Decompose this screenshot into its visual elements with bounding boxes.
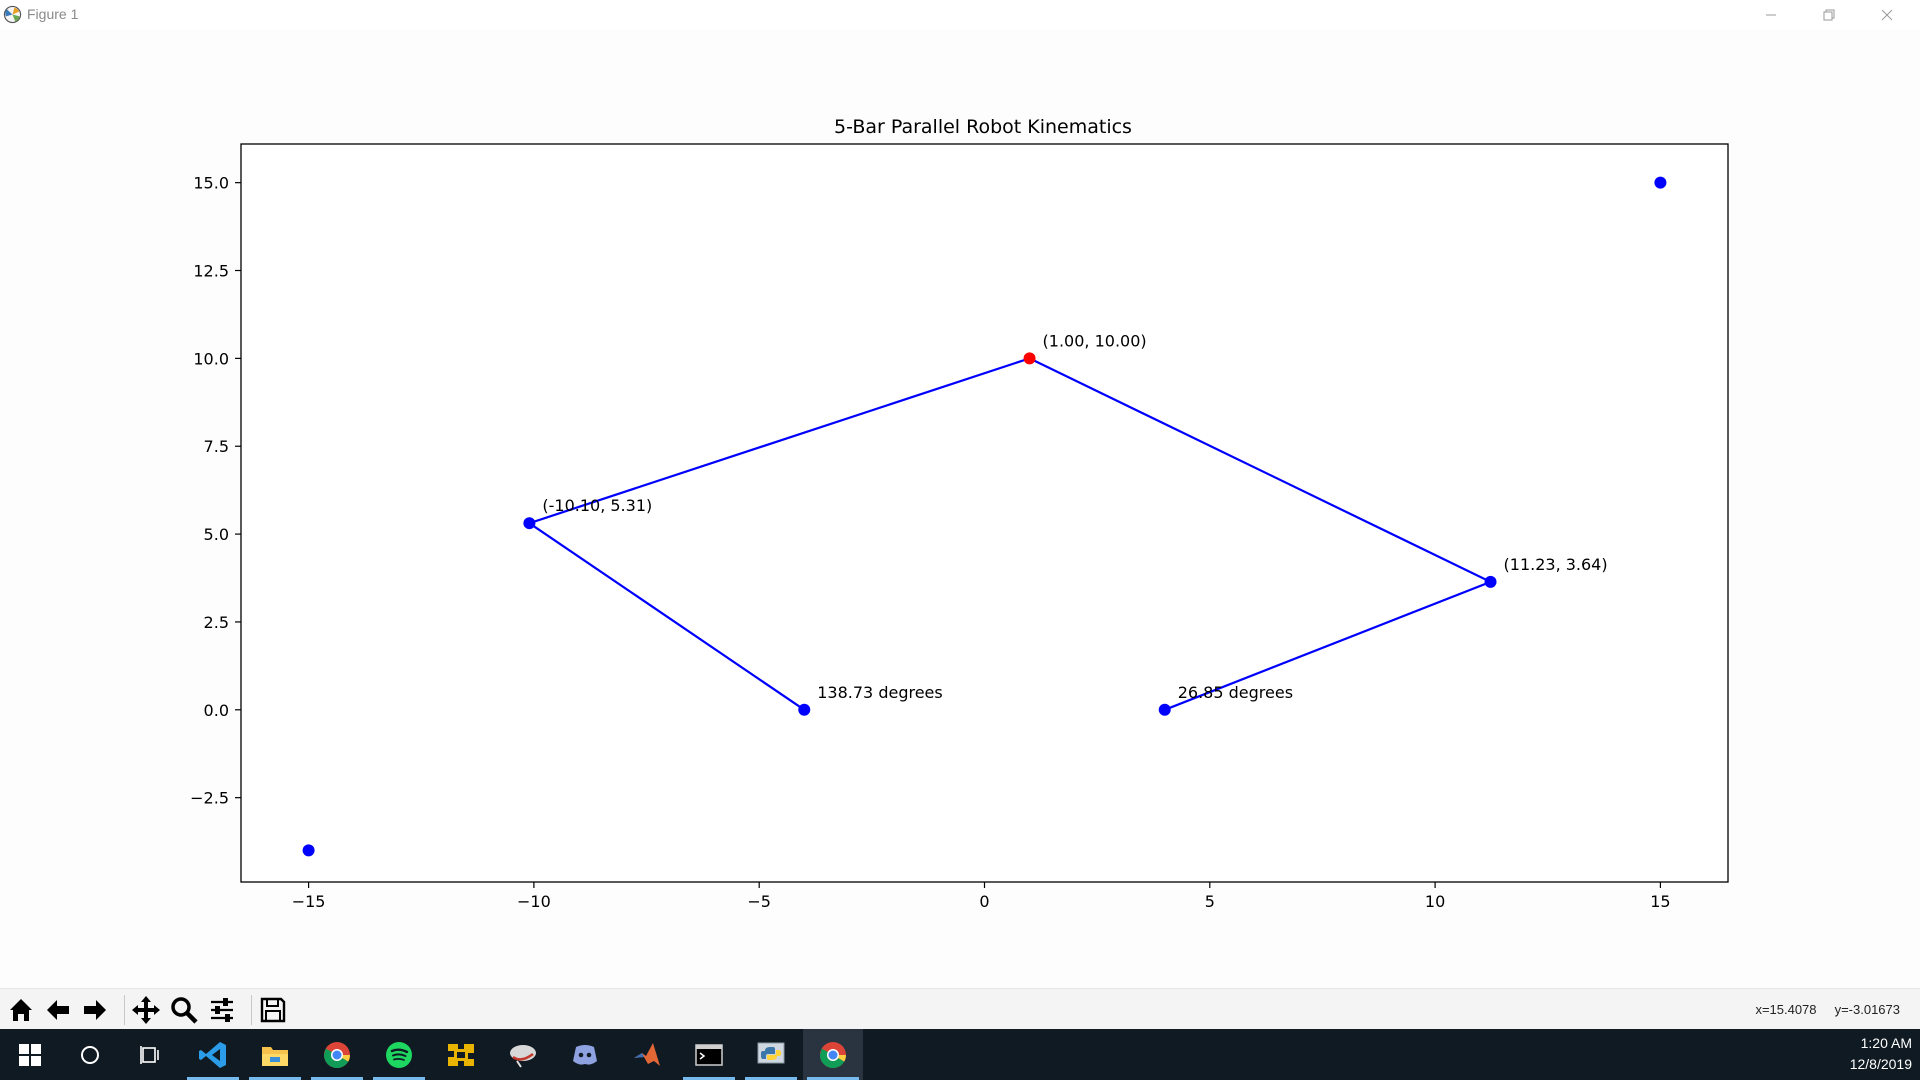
toolbar-separator (124, 995, 125, 1025)
app-taskbar-button[interactable] (431, 1029, 491, 1080)
y-tick-label: 12.5 (193, 262, 229, 281)
y-tick-label: −2.5 (190, 789, 229, 808)
cortana-search-icon (81, 1045, 99, 1064)
joint-point (1158, 703, 1171, 716)
vscode-icon (199, 1041, 226, 1068)
joint-point (302, 844, 315, 857)
navigation-toolbar: x=15.4078 y=-3.01673 (0, 988, 1920, 1030)
point-annotation: 26.85 degrees (1178, 683, 1293, 702)
matplotlib-logo-icon (3, 5, 22, 24)
chrome-taskbar-button-active[interactable] (803, 1029, 863, 1080)
x-tick-label: 0 (979, 892, 989, 911)
discord-taskbar-button[interactable] (555, 1029, 615, 1080)
x-tick-label: 5 (1205, 892, 1215, 911)
figure-canvas[interactable]: 5-Bar Parallel Robot Kinematics −15 −10 −5… (0, 29, 1920, 988)
vscode-taskbar-button[interactable] (183, 1029, 243, 1080)
zoom-icon (171, 997, 198, 1024)
y-tick-label: 5.0 (204, 525, 229, 544)
clock-date: 12/8/2019 (1849, 1056, 1912, 1072)
save-button[interactable] (256, 993, 290, 1027)
y-tick-label: 2.5 (204, 613, 229, 632)
joint-point (1654, 176, 1667, 189)
y-tick-label: 15.0 (193, 174, 229, 193)
point-annotation: (-10.10, 5.31) (542, 496, 652, 515)
search-button[interactable] (60, 1029, 120, 1080)
back-button[interactable] (41, 993, 75, 1027)
home-button[interactable] (4, 993, 38, 1027)
running-indicator (249, 1077, 301, 1080)
joint-point (1023, 352, 1036, 365)
spotify-taskbar-button[interactable] (369, 1029, 429, 1080)
running-indicator (373, 1077, 425, 1080)
matlab-taskbar-button[interactable] (617, 1029, 677, 1080)
taskbar: 1:20 AM 12/8/2019 (0, 1029, 1920, 1080)
window-title-bar: Figure 1 (0, 0, 1920, 30)
chrome-icon (323, 1041, 351, 1068)
joint-point (523, 517, 536, 530)
configure-subplots-icon (211, 998, 233, 1022)
file-explorer-icon (262, 1046, 288, 1066)
back-arrow-icon (47, 1000, 69, 1020)
matlab-icon (634, 1042, 660, 1066)
clock-time: 1:20 AM (1860, 1035, 1912, 1051)
task-view-icon (140, 1045, 159, 1064)
running-indicator (745, 1077, 797, 1080)
pan-icon (132, 996, 160, 1024)
close-icon (1881, 9, 1893, 20)
start-button[interactable] (0, 1029, 60, 1080)
forward-arrow-icon (84, 1000, 106, 1020)
x-tick-label: 15 (1650, 892, 1670, 911)
running-indicator (683, 1077, 735, 1080)
point-annotation: (11.23, 3.64) (1504, 555, 1608, 574)
axes-frame (240, 143, 1729, 883)
zoom-button[interactable] (167, 993, 201, 1027)
python-taskbar-button[interactable] (741, 1029, 801, 1080)
running-indicator (807, 1077, 859, 1080)
minimize-icon (1766, 14, 1776, 15)
forward-button[interactable] (78, 993, 112, 1027)
spotify-icon (386, 1041, 412, 1068)
plot[interactable]: 5-Bar Parallel Robot Kinematics −15 −10 −5… (0, 29, 1920, 988)
joint-point (1484, 575, 1497, 588)
running-indicator (187, 1077, 239, 1080)
close-button[interactable] (1858, 0, 1916, 29)
chrome-icon (819, 1041, 847, 1068)
configure-subplots-button[interactable] (205, 993, 239, 1027)
point-annotation: 138.73 degrees (817, 683, 942, 702)
y-tick-label: 10.0 (193, 349, 229, 368)
y-tick-label: 7.5 (204, 437, 229, 456)
file-explorer-taskbar-button[interactable] (245, 1029, 305, 1080)
x-tick-label: 10 (1425, 892, 1445, 911)
home-icon (10, 999, 32, 1021)
terminal-icon (695, 1043, 723, 1066)
running-indicator (311, 1077, 363, 1080)
system-clock[interactable]: 1:20 AM 12/8/2019 (1802, 1033, 1912, 1075)
restore-button[interactable] (1800, 0, 1858, 29)
cloud-app-taskbar-button[interactable] (493, 1029, 553, 1080)
python-icon (757, 1042, 785, 1063)
point-annotation: (1.00, 10.00) (1043, 331, 1147, 350)
discord-icon (573, 1044, 597, 1065)
terminal-taskbar-button[interactable] (679, 1029, 739, 1080)
task-view-button[interactable] (120, 1029, 180, 1080)
window-title: Figure 1 (27, 6, 79, 22)
joint-point (798, 703, 811, 716)
toolbar-separator (251, 995, 252, 1025)
cursor-coordinates: x=15.4078 y=-3.01673 (1755, 1002, 1900, 1017)
restore-icon (1823, 9, 1835, 20)
chart-title: 5-Bar Parallel Robot Kinematics (834, 116, 1132, 138)
app-icon (448, 1043, 474, 1066)
cloud-app-icon (510, 1044, 536, 1068)
x-tick-label: −10 (517, 892, 551, 911)
minimize-button[interactable] (1742, 0, 1800, 29)
save-icon (260, 997, 286, 1023)
windows-start-icon (19, 1043, 41, 1066)
x-tick-label: −5 (747, 892, 771, 911)
y-tick-label: 0.0 (204, 701, 229, 720)
chrome-taskbar-button[interactable] (307, 1029, 367, 1080)
pan-button[interactable] (129, 993, 163, 1027)
x-tick-label: −15 (292, 892, 326, 911)
